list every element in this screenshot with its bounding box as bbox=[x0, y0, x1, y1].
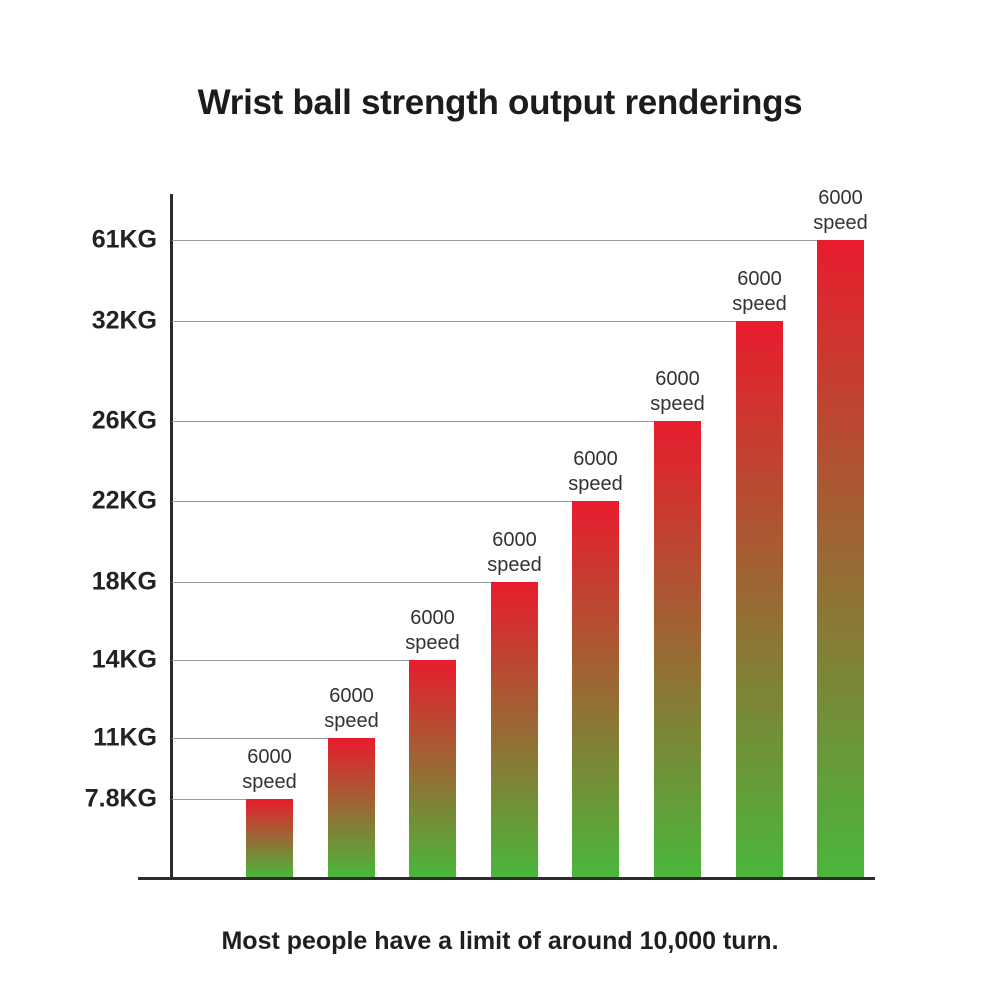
bar-annotation-18KG: 6000 speed bbox=[460, 528, 570, 578]
gridline-14KG bbox=[172, 660, 456, 661]
chart-title: Wrist ball strength output renderings bbox=[197, 83, 803, 122]
bar-annotation-line-2: speed bbox=[242, 771, 297, 793]
bar-annotation-line-2: speed bbox=[813, 212, 868, 234]
bar-annotation-26KG: 6000 speed bbox=[623, 367, 733, 417]
x-axis-line bbox=[138, 877, 875, 880]
gridline-32KG bbox=[172, 321, 783, 322]
y-tick-label-26KG: 26KG bbox=[91, 406, 157, 435]
bar-annotation-line-1: 6000 bbox=[247, 746, 292, 768]
bar-32KG bbox=[736, 321, 783, 877]
bar-annotation-line-2: speed bbox=[732, 293, 787, 315]
y-tick-label-61KG: 61KG bbox=[91, 225, 157, 254]
bar-annotation-line-2: speed bbox=[650, 393, 705, 415]
y-tick-label-22KG: 22KG bbox=[91, 486, 157, 515]
bar-annotation-line-1: 6000 bbox=[410, 607, 455, 629]
bar-7.8KG bbox=[246, 799, 293, 877]
bar-annotation-61KG: 6000 speed bbox=[786, 186, 896, 236]
bar-11KG bbox=[328, 738, 375, 877]
bar-22KG bbox=[572, 501, 619, 877]
y-tick-label-11KG: 11KG bbox=[93, 723, 157, 752]
y-axis-line bbox=[170, 194, 173, 880]
bar-annotation-line-2: speed bbox=[568, 473, 623, 495]
bar-26KG bbox=[654, 421, 701, 877]
bar-annotation-line-1: 6000 bbox=[329, 685, 374, 707]
bar-annotation-line-1: 6000 bbox=[818, 187, 863, 209]
y-tick-label-14KG: 14KG bbox=[91, 645, 157, 674]
bar-annotation-line-1: 6000 bbox=[655, 368, 700, 390]
bar-annotation-line-2: speed bbox=[487, 554, 542, 576]
gridline-61KG bbox=[172, 240, 864, 241]
bar-annotation-7.8KG: 6000 speed bbox=[215, 745, 325, 795]
bar-annotation-32KG: 6000 speed bbox=[705, 267, 815, 317]
bar-annotation-line-1: 6000 bbox=[737, 268, 782, 290]
gridline-18KG bbox=[172, 582, 538, 583]
bar-18KG bbox=[491, 582, 538, 877]
y-tick-label-7.8KG: 7.8KG bbox=[84, 784, 157, 813]
bar-annotation-line-2: speed bbox=[324, 710, 379, 732]
bar-annotation-14KG: 6000 speed bbox=[378, 606, 488, 656]
bar-61KG bbox=[817, 240, 864, 877]
bar-annotation-11KG: 6000 speed bbox=[297, 684, 407, 734]
chart-caption: Most people have a limit of around 10,00… bbox=[221, 927, 779, 955]
y-tick-label-18KG: 18KG bbox=[91, 567, 157, 596]
gridline-7.8KG bbox=[172, 799, 293, 800]
bar-annotation-line-1: 6000 bbox=[573, 448, 618, 470]
y-tick-label-32KG: 32KG bbox=[91, 306, 157, 335]
bar-annotation-line-2: speed bbox=[405, 632, 460, 654]
gridline-26KG bbox=[172, 421, 701, 422]
bar-annotation-22KG: 6000 speed bbox=[541, 447, 651, 497]
gridline-22KG bbox=[172, 501, 619, 502]
bar-annotation-line-1: 6000 bbox=[492, 529, 537, 551]
bar-14KG bbox=[409, 660, 456, 877]
gridline-11KG bbox=[172, 738, 375, 739]
